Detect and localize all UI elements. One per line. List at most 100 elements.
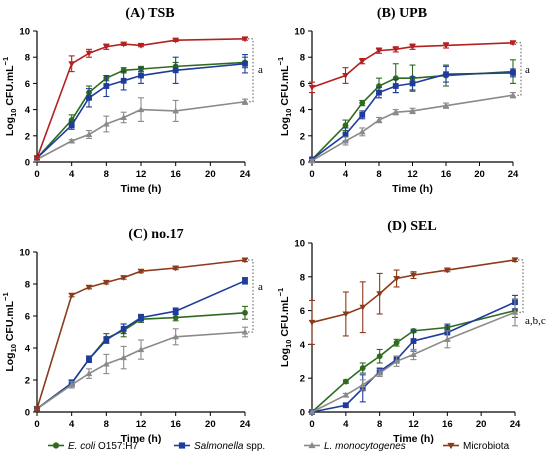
- x-tick-label: 20: [205, 419, 216, 430]
- y-tick-label: 0: [25, 158, 30, 169]
- chart-title: (B) UPB: [377, 6, 427, 21]
- x-axis-label: Time (h): [121, 433, 162, 445]
- series-line: [36, 61, 246, 159]
- data-point: [376, 89, 382, 96]
- data-point: [376, 291, 384, 298]
- series-salmonella-spp-: [309, 65, 516, 163]
- x-tick-label: 8: [104, 419, 109, 430]
- data-point: [443, 335, 451, 342]
- data-point: [172, 314, 179, 321]
- legend-label: Microbiota: [463, 441, 510, 452]
- data-point: [138, 314, 144, 321]
- x-axis-label: Time (h): [393, 433, 434, 445]
- data-point: [68, 61, 76, 68]
- chart-title: (C) no.17: [128, 227, 183, 242]
- data-point: [137, 106, 145, 113]
- legend-item-4: Microbiota: [443, 441, 510, 452]
- series-line: [311, 94, 514, 162]
- data-point: [241, 328, 249, 335]
- data-point: [68, 381, 76, 388]
- data-point: [85, 284, 93, 291]
- series-line: [311, 311, 516, 413]
- data-point: [358, 58, 366, 65]
- y-tick-label: 4: [300, 105, 306, 116]
- data-point: [511, 308, 519, 315]
- data-point: [103, 337, 110, 343]
- legend-label: Salmonella spp.: [194, 441, 265, 452]
- data-point: [85, 131, 93, 137]
- series-microbiota: [33, 36, 249, 162]
- data-point: [393, 339, 400, 346]
- data-point: [138, 72, 144, 79]
- x-tick-label: 16: [442, 419, 453, 430]
- significance-bracket: [516, 42, 522, 96]
- chart-title: (A) TSB: [125, 6, 174, 21]
- y-tick-label: 8: [300, 53, 305, 64]
- y-tick-label: 6: [300, 79, 305, 90]
- legend-label: E. coli O157:H7: [68, 441, 138, 452]
- series-salmonella-spp-: [34, 54, 248, 161]
- data-point: [137, 268, 145, 275]
- data-point: [120, 275, 128, 281]
- data-point: [342, 137, 349, 144]
- y-tick-label: 2: [25, 376, 30, 387]
- series-line: [36, 280, 246, 410]
- x-tick-label: 12: [407, 169, 418, 180]
- data-point: [102, 120, 110, 127]
- data-point: [172, 308, 179, 315]
- legend-marker: [178, 442, 186, 449]
- y-tick-label: 0: [300, 158, 305, 169]
- data-point: [442, 42, 450, 49]
- significance-annotation: a,b,c: [525, 315, 546, 327]
- x-tick-label: 12: [408, 419, 419, 430]
- data-point: [375, 116, 383, 123]
- y-axis-label: Log10 CFU.mL−1: [276, 57, 293, 136]
- data-point: [85, 50, 93, 57]
- data-point: [410, 351, 417, 358]
- legend-marker: [447, 442, 455, 450]
- legend-marker: [52, 442, 60, 449]
- data-point: [308, 84, 316, 91]
- data-point: [359, 365, 366, 371]
- y-tick-label: 6: [25, 79, 30, 90]
- data-point: [68, 292, 76, 299]
- x-tick-label: 16: [170, 419, 181, 430]
- x-tick-label: 20: [205, 169, 216, 180]
- y-axis-label: Log10 CFU.mL−1: [1, 292, 18, 371]
- legend: E. coli O157:H7 Salmonella spp. L. monocyt…: [48, 441, 510, 452]
- x-tick-label: 4: [343, 169, 349, 180]
- x-tick-label: 24: [240, 169, 251, 180]
- data-point: [342, 122, 349, 129]
- data-point: [342, 402, 349, 409]
- x-tick-label: 8: [377, 419, 382, 430]
- data-point: [376, 369, 384, 376]
- data-point: [342, 73, 349, 79]
- data-point: [393, 275, 400, 282]
- data-point: [359, 381, 367, 388]
- x-tick-label: 24: [240, 419, 251, 430]
- data-point: [120, 41, 128, 48]
- data-point: [308, 319, 316, 326]
- x-tick-label: 0: [34, 169, 39, 180]
- y-tick-label: 10: [294, 239, 305, 250]
- x-tick-label: 0: [309, 419, 314, 430]
- x-tick-label: 20: [476, 419, 487, 430]
- significance-bracket: [248, 38, 254, 103]
- data-point: [102, 44, 110, 51]
- y-axis-label: Log10 CFU.mL−1: [1, 57, 18, 136]
- data-point: [120, 114, 128, 120]
- data-point: [342, 311, 350, 318]
- data-point: [33, 155, 41, 162]
- data-point: [120, 354, 128, 361]
- legend-item-2: Salmonella spp.: [174, 441, 265, 452]
- data-point: [342, 131, 349, 138]
- significance-annotation: a: [525, 64, 530, 76]
- data-point: [409, 80, 416, 87]
- data-point: [308, 408, 316, 415]
- y-tick-label: 2: [25, 131, 30, 142]
- data-point: [172, 265, 180, 272]
